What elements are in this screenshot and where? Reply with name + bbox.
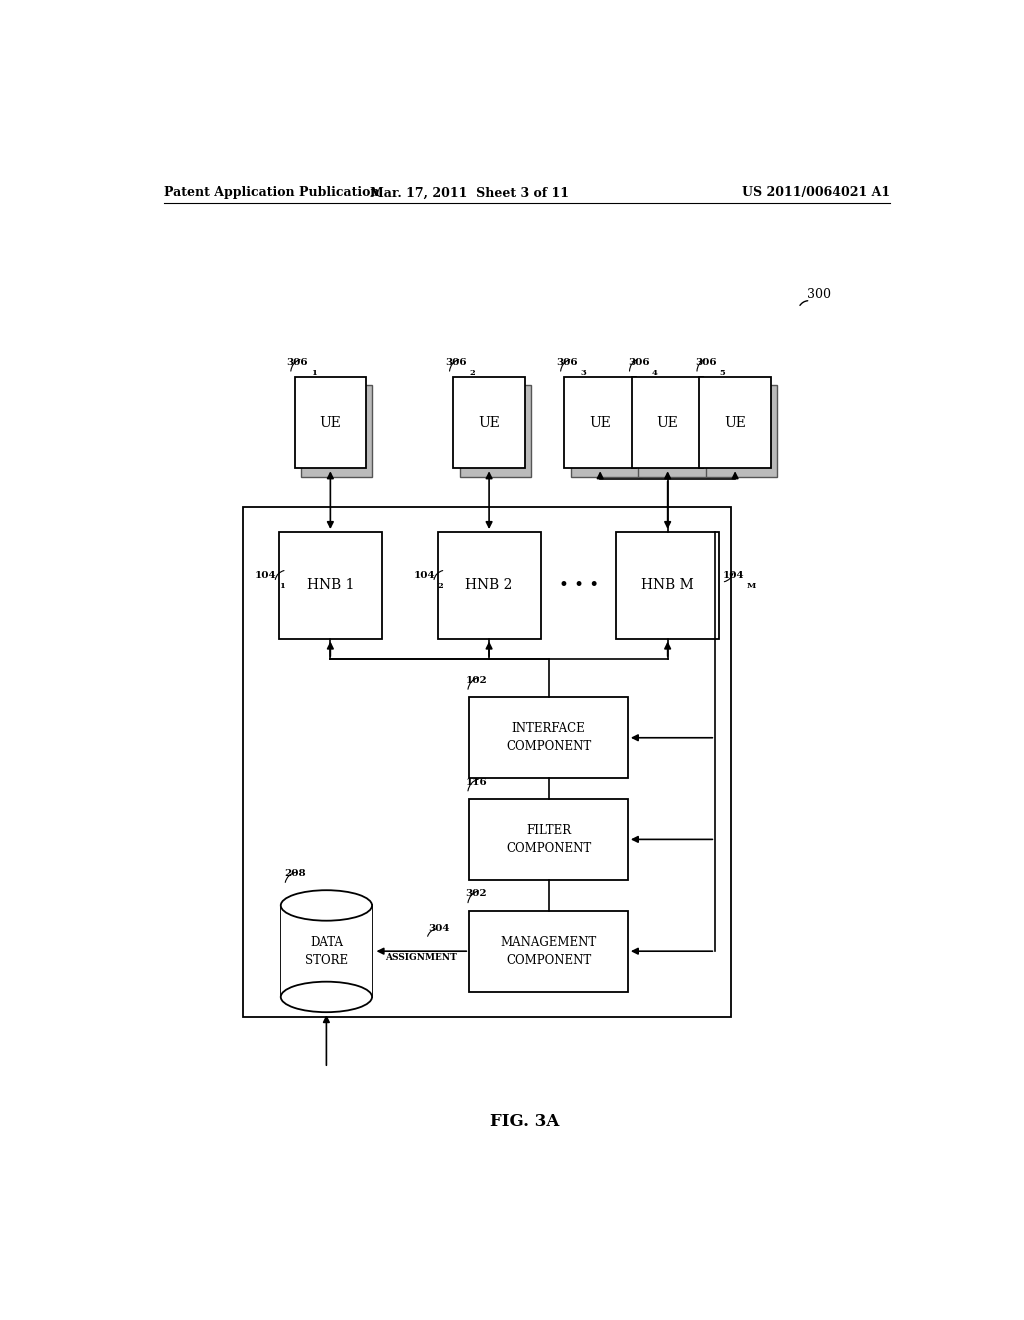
Text: UE: UE	[319, 416, 341, 430]
FancyBboxPatch shape	[279, 532, 382, 639]
Text: UE: UE	[478, 416, 500, 430]
Text: 2: 2	[469, 368, 475, 378]
Text: UE: UE	[724, 416, 746, 430]
Text: DATA
STORE: DATA STORE	[305, 936, 348, 966]
Text: UE: UE	[589, 416, 611, 430]
FancyBboxPatch shape	[301, 385, 373, 477]
FancyBboxPatch shape	[281, 906, 372, 997]
Text: 302: 302	[465, 890, 486, 899]
Text: UE: UE	[656, 416, 679, 430]
Ellipse shape	[281, 890, 372, 921]
Text: HNB M: HNB M	[641, 578, 694, 593]
Ellipse shape	[281, 982, 372, 1012]
Text: 5: 5	[719, 368, 725, 378]
FancyBboxPatch shape	[699, 378, 771, 469]
FancyBboxPatch shape	[469, 911, 628, 991]
FancyBboxPatch shape	[469, 799, 628, 880]
FancyBboxPatch shape	[437, 532, 541, 639]
FancyBboxPatch shape	[706, 385, 777, 477]
Text: Patent Application Publication: Patent Application Publication	[164, 186, 379, 199]
Text: 306: 306	[287, 358, 308, 367]
FancyBboxPatch shape	[295, 378, 367, 469]
Text: 306: 306	[445, 358, 467, 367]
Text: 306: 306	[628, 358, 649, 367]
Text: 300: 300	[807, 288, 830, 301]
FancyBboxPatch shape	[570, 385, 642, 477]
Text: MANAGEMENT
COMPONENT: MANAGEMENT COMPONENT	[501, 936, 597, 966]
FancyBboxPatch shape	[638, 385, 710, 477]
Text: M: M	[748, 582, 757, 590]
Text: 306: 306	[695, 358, 717, 367]
Text: 306: 306	[556, 358, 579, 367]
Text: FIG. 3A: FIG. 3A	[490, 1114, 559, 1130]
FancyBboxPatch shape	[460, 385, 531, 477]
FancyBboxPatch shape	[469, 697, 628, 779]
Text: 208: 208	[285, 869, 306, 878]
Text: HNB 1: HNB 1	[306, 578, 354, 593]
Text: ASSIGNMENT: ASSIGNMENT	[385, 953, 457, 962]
Text: 102: 102	[465, 676, 487, 685]
Text: 1: 1	[310, 368, 316, 378]
Text: 4: 4	[652, 368, 657, 378]
Text: • • •: • • •	[559, 577, 599, 594]
Text: INTERFACE
COMPONENT: INTERFACE COMPONENT	[506, 722, 591, 754]
FancyBboxPatch shape	[564, 378, 636, 469]
FancyBboxPatch shape	[632, 378, 703, 469]
Text: 104: 104	[255, 572, 276, 581]
Text: FILTER
COMPONENT: FILTER COMPONENT	[506, 824, 591, 855]
Text: 1: 1	[279, 582, 285, 590]
Text: Mar. 17, 2011  Sheet 3 of 11: Mar. 17, 2011 Sheet 3 of 11	[370, 186, 568, 199]
Text: HNB 2: HNB 2	[465, 578, 513, 593]
Text: 116: 116	[465, 777, 487, 787]
Text: 104: 104	[414, 572, 435, 581]
Text: 304: 304	[429, 924, 451, 933]
FancyBboxPatch shape	[616, 532, 719, 639]
Text: US 2011/0064021 A1: US 2011/0064021 A1	[741, 186, 890, 199]
Text: 3: 3	[581, 368, 586, 378]
Text: 2: 2	[437, 582, 443, 590]
Text: 104: 104	[723, 572, 744, 581]
FancyBboxPatch shape	[454, 378, 524, 469]
